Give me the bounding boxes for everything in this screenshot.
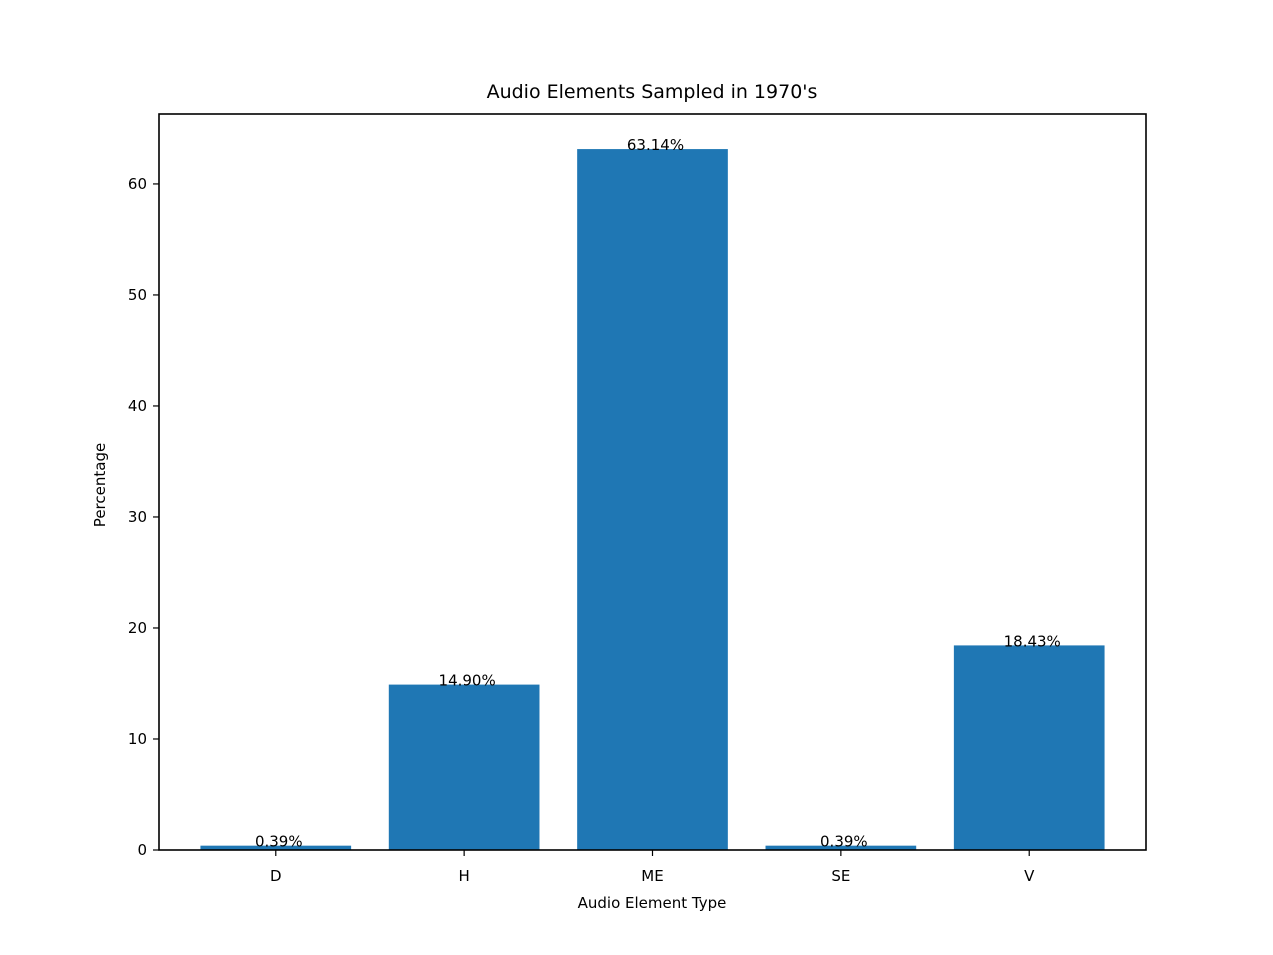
data-label-d: 0.39%	[255, 833, 303, 851]
bar-d	[200, 845, 352, 850]
y-axis: 0 10 20 30 40 50 60	[128, 175, 159, 859]
x-tick-label-me: ME	[641, 867, 663, 885]
bar-v	[953, 645, 1105, 850]
y-tick-label-30: 30	[128, 508, 147, 526]
bars-group	[200, 149, 1105, 850]
x-tick-label-h: H	[459, 867, 470, 885]
y-axis-label: Percentage	[91, 443, 109, 527]
bar-me	[577, 149, 728, 850]
data-label-h: 14.90%	[439, 672, 496, 690]
chart-title: Audio Elements Sampled in 1970's	[487, 81, 818, 103]
data-label-v: 18.43%	[1004, 632, 1061, 650]
y-tick-label-60: 60	[128, 175, 147, 193]
plot-area: 0.39% 14.90% 63.14% 0.39% 18.43%	[158, 113, 1147, 851]
bar-h	[388, 684, 540, 850]
y-tick-label-10: 10	[128, 730, 147, 748]
bar-se	[765, 845, 917, 850]
x-tick-label-se: SE	[831, 867, 850, 885]
data-label-se: 0.39%	[820, 833, 868, 851]
x-axis: D H ME SE V	[270, 850, 1035, 885]
x-tick-label-v: V	[1024, 867, 1035, 885]
data-labels-group: 0.39% 14.90% 63.14% 0.39% 18.43%	[255, 136, 1061, 851]
x-axis-label: Audio Element Type	[578, 894, 727, 912]
data-label-me: 63.14%	[627, 136, 684, 154]
y-tick-label-40: 40	[128, 397, 147, 415]
y-tick-label-50: 50	[128, 286, 147, 304]
x-tick-label-d: D	[270, 867, 282, 885]
y-tick-label-0: 0	[137, 841, 147, 859]
y-tick-label-20: 20	[128, 619, 147, 637]
